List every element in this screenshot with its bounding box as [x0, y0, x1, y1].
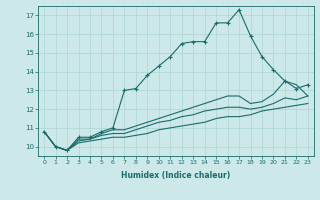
X-axis label: Humidex (Indice chaleur): Humidex (Indice chaleur)	[121, 171, 231, 180]
